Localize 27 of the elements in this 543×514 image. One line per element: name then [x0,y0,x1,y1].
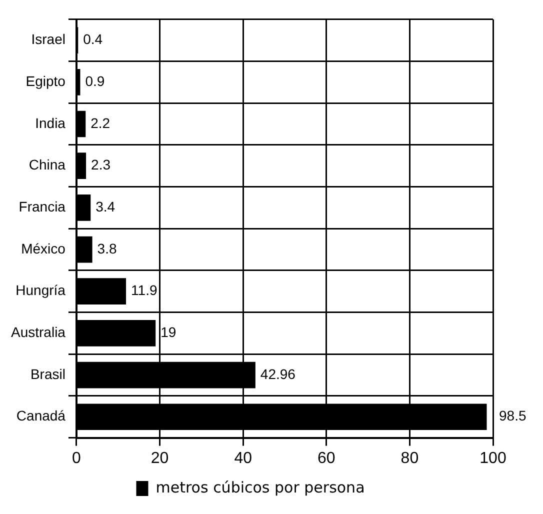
data-label: 2.2 [90,114,110,131]
data-label: 19 [160,324,176,340]
y-tick-label: China [28,156,66,173]
data-label: 42.96 [260,366,296,382]
y-tick-label: Australia [11,324,66,340]
y-tick-label: Israel [31,31,66,48]
data-label: 0.9 [85,73,105,90]
y-tick-label: Francia [18,198,66,215]
data-label: 2.3 [91,156,111,173]
x-tick-label: 60 [317,450,336,467]
data-label: 11.9 [131,282,158,298]
data-label: 98.5 [499,408,526,424]
x-tick-label: 80 [400,450,419,467]
data-label: 3.8 [97,240,117,256]
y-tick-label: Brasil [30,366,66,382]
x-tick-label: 0 [72,450,82,467]
x-tick-label: 40 [234,450,252,467]
x-tick-label: 20 [150,450,169,467]
y-tick-label: Hungría [16,282,66,298]
y-tick-label: Egipto [26,73,66,90]
x-tick-label: 100 [480,450,506,467]
data-label: 0.4 [83,31,103,48]
data-label: 3.4 [96,198,116,215]
y-tick-label: México [21,240,66,256]
y-tick-label: India [35,114,66,131]
legend-label: metros cúbicos por persona [156,478,365,496]
y-tick-label: Canadá [16,408,66,424]
